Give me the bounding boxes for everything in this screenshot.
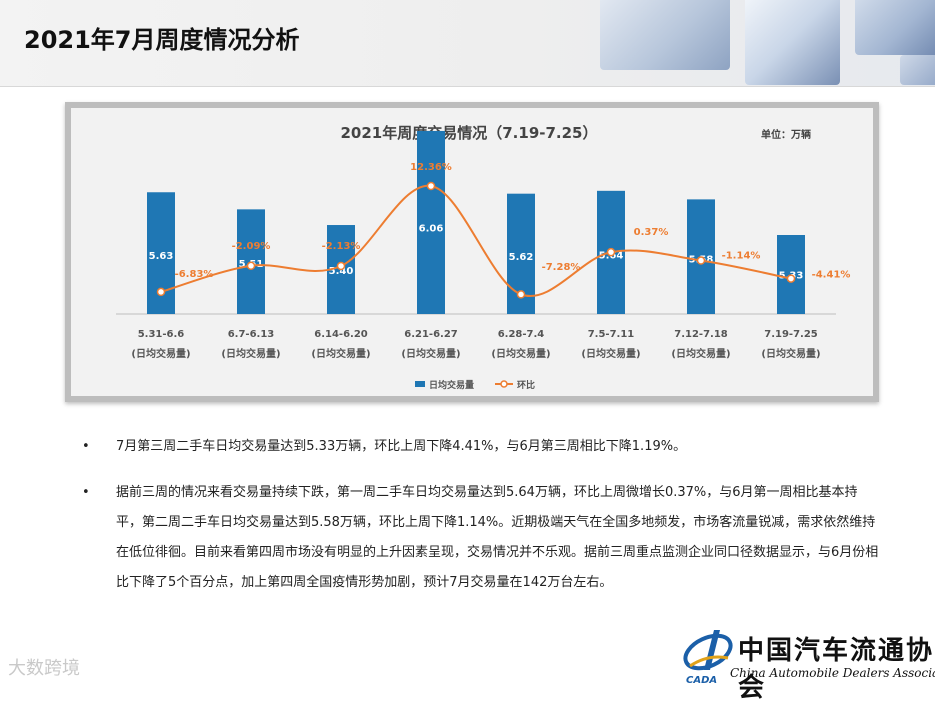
decorative-cube [745, 0, 840, 85]
line-point [426, 181, 436, 191]
bullet-item: • 7月第三周二手车日均交易量达到5.33万辆，环比上周下降4.41%，与6月第… [82, 432, 882, 462]
page-title: 2021年7月周度情况分析 [24, 26, 300, 54]
line-point [336, 261, 346, 271]
line-data-label: -2.13% [322, 241, 361, 252]
line-point [516, 290, 526, 299]
decorative-cube [855, 0, 935, 55]
legend-line-marker [500, 380, 508, 388]
x-tick-label: 7.19-7.25 [764, 329, 818, 340]
bullet-text: 据前三周的情况来看交易量持续下跌，第一周二手车日均交易量达到5.64万辆，环比上… [116, 485, 879, 590]
x-tick-sublabel: (日均交易量) [401, 347, 460, 360]
line-data-label: -2.09% [232, 241, 271, 252]
cada-logo: CADA 中国汽车流通协会 China Automobile Dealers A… [680, 626, 935, 703]
watermark: 大数跨境 [8, 658, 80, 679]
chart-unit-label: 单位：万辆 [761, 128, 811, 141]
legend-line-label: 环比 [517, 379, 535, 391]
line-data-label: -7.28% [542, 262, 581, 273]
line-data-label: 0.37% [634, 227, 669, 238]
chart-frame: 2021年周度交易情况（7.19-7.25）单位：万辆5.635.515.406… [65, 102, 879, 402]
line-point [246, 261, 256, 271]
decorative-cube [600, 0, 730, 70]
line-point [156, 287, 166, 297]
x-tick-label: 6.21-6.27 [404, 329, 458, 340]
line-data-label: -1.14% [722, 251, 761, 262]
svg-text:CADA: CADA [686, 675, 717, 686]
x-tick-label: 6.28-7.4 [498, 329, 545, 340]
bar-data-label: 6.06 [419, 224, 444, 235]
x-tick-label: 6.14-6.20 [314, 329, 368, 340]
bullet-icon: • [82, 485, 90, 500]
x-tick-label: 6.7-6.13 [228, 329, 275, 340]
bullet-text: 7月第三周二手车日均交易量达到5.33万辆，环比上周下降4.41%，与6月第三周… [116, 439, 687, 454]
bar-data-label: 5.40 [329, 266, 354, 277]
line-data-label: -4.41% [812, 270, 851, 281]
bullet-item: • 据前三周的情况来看交易量持续下跌，第一周二手车日均交易量达到5.64万辆，环… [82, 478, 882, 598]
bullet-icon: • [82, 439, 90, 454]
line-point [786, 274, 796, 283]
weekly-trade-chart: 2021年周度交易情况（7.19-7.25）单位：万辆5.635.515.406… [116, 124, 851, 391]
bullet-list: • 7月第三周二手车日均交易量达到5.33万辆，环比上周下降4.41%，与6月第… [82, 432, 882, 614]
line-data-label: -6.83% [175, 269, 214, 280]
cada-emblem-icon: CADA [683, 630, 733, 686]
x-tick-label: 7.12-7.18 [674, 329, 728, 340]
x-tick-label: 5.31-6.6 [138, 329, 185, 340]
line-point [606, 247, 616, 257]
x-tick-sublabel: (日均交易量) [311, 347, 370, 360]
bar-data-label: 5.63 [149, 251, 174, 262]
line-point [696, 256, 706, 265]
x-tick-sublabel: (日均交易量) [581, 347, 640, 360]
bar [417, 130, 445, 314]
bar-data-label: 5.62 [509, 252, 534, 263]
x-tick-sublabel: (日均交易量) [761, 347, 820, 360]
x-tick-sublabel: (日均交易量) [491, 347, 550, 360]
x-tick-sublabel: (日均交易量) [671, 347, 730, 360]
legend-bar-swatch [415, 381, 425, 387]
decorative-cube [900, 55, 935, 85]
logo-english-name: China Automobile Dealers Association [730, 666, 935, 680]
line-data-label: 12.36% [410, 162, 452, 173]
page-header: 2021年7月周度情况分析 [0, 0, 935, 87]
logo-chinese-name: 中国汽车流通协会 [738, 636, 935, 703]
x-tick-label: 7.5-7.11 [588, 329, 635, 340]
legend-bar-label: 日均交易量 [429, 379, 474, 391]
x-tick-sublabel: (日均交易量) [221, 347, 280, 360]
x-tick-sublabel: (日均交易量) [131, 347, 190, 360]
line-series-path [160, 184, 792, 298]
chart-title: 2021年周度交易情况（7.19-7.25） [341, 124, 598, 142]
